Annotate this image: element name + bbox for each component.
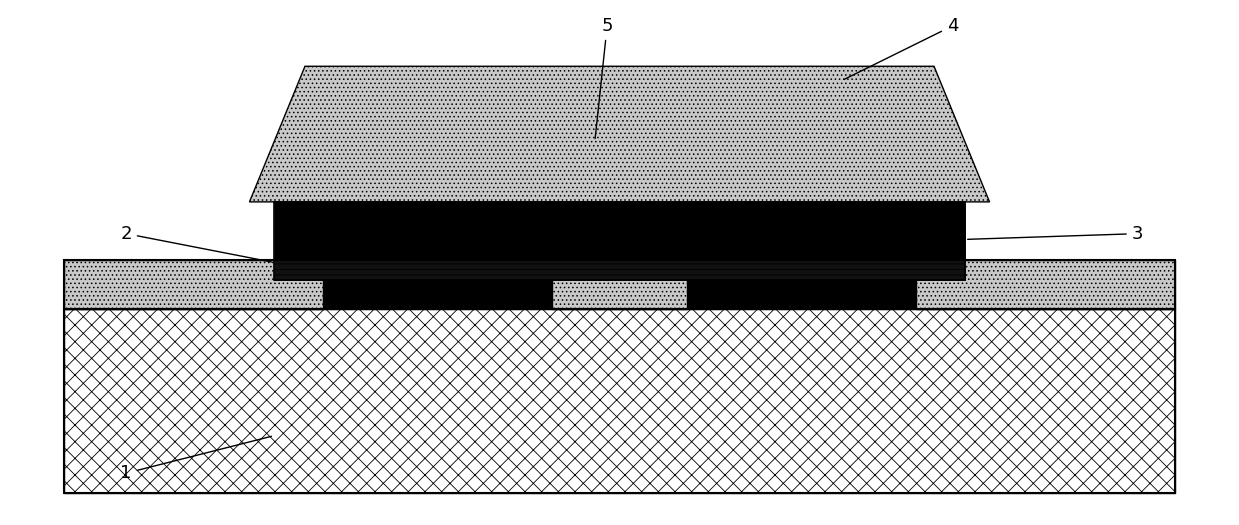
Text: 5: 5	[595, 17, 613, 139]
Text: 1: 1	[120, 436, 271, 482]
Text: 3: 3	[968, 225, 1144, 243]
Text: 4: 4	[844, 17, 958, 79]
Text: 2: 2	[120, 225, 271, 262]
Bar	[274, 260, 965, 280]
Bar	[64, 260, 1175, 309]
Bar	[551, 260, 688, 309]
Bar	[64, 260, 323, 309]
Bar	[64, 309, 1175, 494]
Bar	[916, 260, 1175, 309]
Bar	[274, 202, 965, 260]
Bar	[64, 260, 1175, 309]
Bar	[64, 309, 1175, 494]
Bar	[274, 260, 965, 280]
Bar	[274, 202, 965, 260]
Polygon shape	[249, 66, 990, 202]
